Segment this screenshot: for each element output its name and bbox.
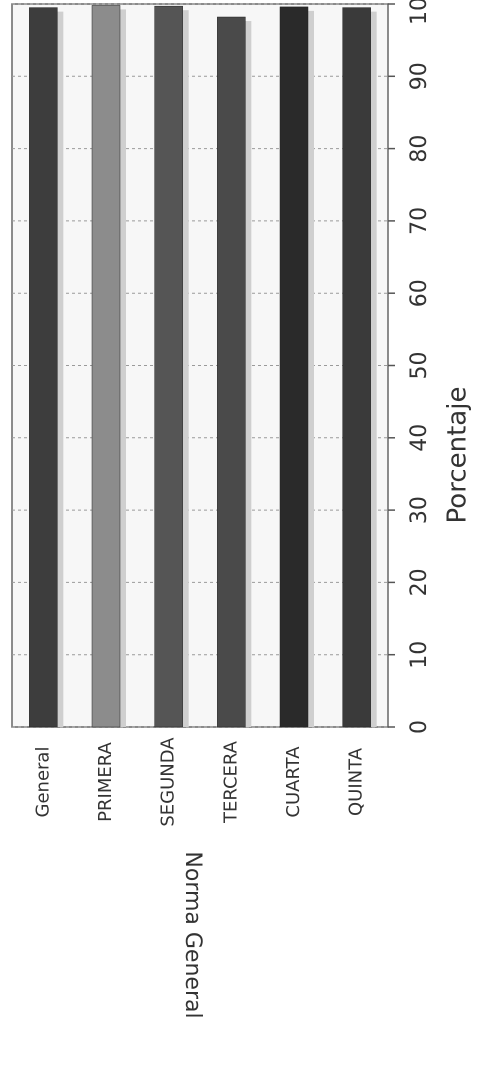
tick-label: 90: [407, 62, 432, 90]
category-label: General: [32, 747, 53, 818]
value-axis-title: Porcentaje: [443, 387, 473, 524]
category-axis-labels: General PRIMERA SEGUNDA TERCERA CUARTA QUINTA: [32, 737, 366, 827]
tick-label: 60: [407, 279, 432, 307]
category-label: QUINTA: [346, 747, 367, 816]
tick-label: 70: [407, 207, 432, 235]
category-label: PRIMERA: [95, 741, 116, 821]
tick-label: 20: [407, 568, 432, 596]
bar: [29, 7, 58, 728]
bar: [154, 5, 183, 728]
tick-label: 30: [407, 496, 432, 524]
tick-label: 10: [407, 641, 432, 669]
plot-area: [11, 3, 389, 728]
value-axis-ticks: 0 10 20 30 40 50 60 70 80 90 100: [388, 0, 432, 734]
tick-label: 100: [407, 0, 432, 25]
tick-label: 50: [407, 352, 432, 380]
bar: [217, 16, 246, 728]
category-label: SEGUNDA: [158, 737, 179, 827]
category-axis-title: Norma General: [180, 851, 205, 1018]
category-label: CUARTA: [283, 746, 304, 818]
tick-label: 40: [407, 424, 432, 452]
category-label: TERCERA: [220, 740, 241, 824]
bar: [279, 6, 309, 728]
tick-label: 0: [407, 720, 432, 734]
bar: [342, 7, 371, 728]
tick-label: 80: [407, 135, 432, 163]
bar: [91, 5, 121, 728]
